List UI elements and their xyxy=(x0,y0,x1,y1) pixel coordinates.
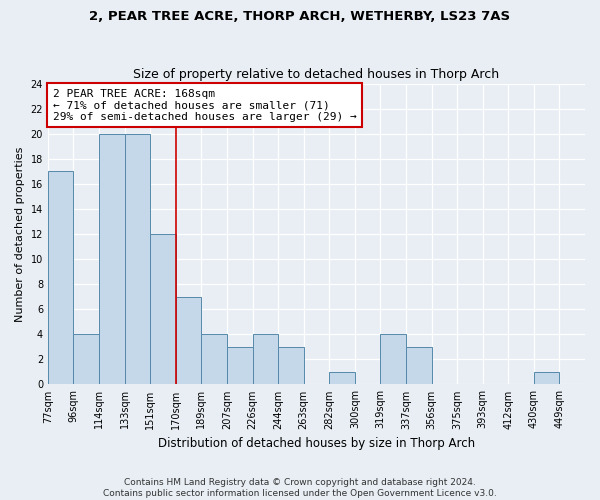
Bar xyxy=(253,334,278,384)
Bar xyxy=(125,134,150,384)
Bar xyxy=(278,347,304,385)
Bar xyxy=(202,334,227,384)
Bar xyxy=(534,372,559,384)
Bar xyxy=(227,347,253,385)
Bar xyxy=(48,172,73,384)
Bar xyxy=(73,334,99,384)
Text: 2 PEAR TREE ACRE: 168sqm
← 71% of detached houses are smaller (71)
29% of semi-d: 2 PEAR TREE ACRE: 168sqm ← 71% of detach… xyxy=(53,88,356,122)
X-axis label: Distribution of detached houses by size in Thorp Arch: Distribution of detached houses by size … xyxy=(158,437,475,450)
Bar xyxy=(329,372,355,384)
Bar xyxy=(380,334,406,384)
Bar xyxy=(406,347,431,385)
Y-axis label: Number of detached properties: Number of detached properties xyxy=(15,146,25,322)
Bar xyxy=(150,234,176,384)
Text: 2, PEAR TREE ACRE, THORP ARCH, WETHERBY, LS23 7AS: 2, PEAR TREE ACRE, THORP ARCH, WETHERBY,… xyxy=(89,10,511,23)
Text: Contains HM Land Registry data © Crown copyright and database right 2024.
Contai: Contains HM Land Registry data © Crown c… xyxy=(103,478,497,498)
Bar xyxy=(99,134,125,384)
Title: Size of property relative to detached houses in Thorp Arch: Size of property relative to detached ho… xyxy=(133,68,500,81)
Bar xyxy=(176,296,202,384)
